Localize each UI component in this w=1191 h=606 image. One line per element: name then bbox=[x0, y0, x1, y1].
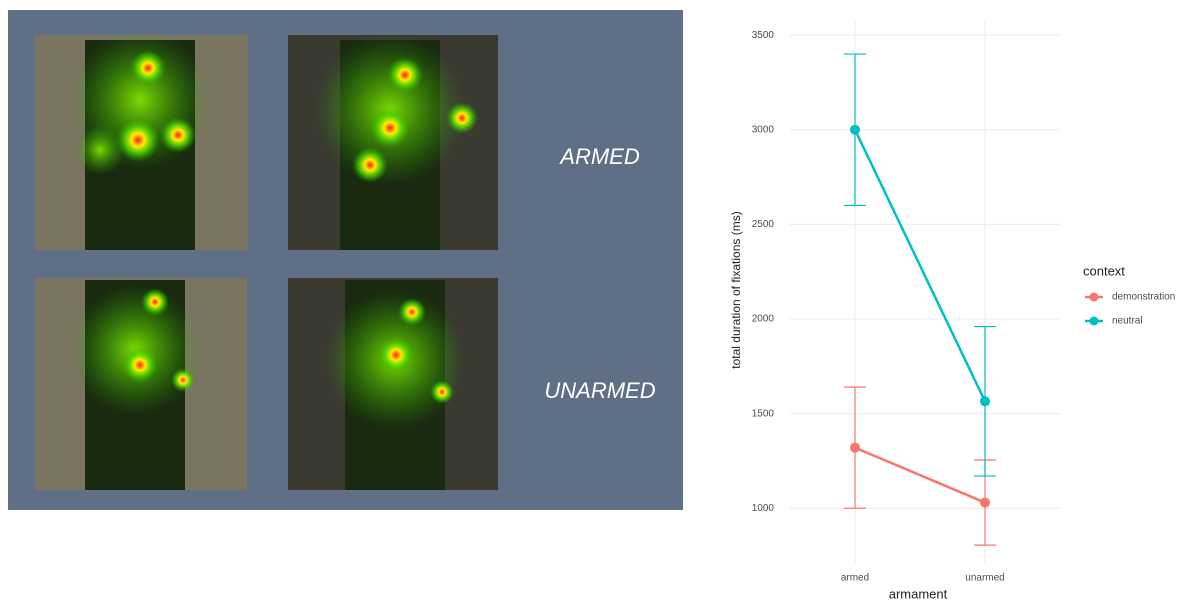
y-tick-label: 2000 bbox=[752, 314, 775, 325]
legend-label: neutral bbox=[1112, 316, 1143, 327]
heatmap-image bbox=[35, 278, 247, 490]
page: ARMED UNARMED total duration of fixation… bbox=[0, 0, 1191, 601]
y-tick-label: 1500 bbox=[752, 408, 775, 419]
y-tick-label: 2500 bbox=[752, 219, 775, 230]
data-point bbox=[850, 125, 860, 135]
x-tick-label: unarmed bbox=[965, 573, 1004, 584]
legend-label: demonstration bbox=[1112, 292, 1175, 303]
data-point bbox=[850, 443, 860, 453]
y-tick-label: 3000 bbox=[752, 124, 775, 135]
y-axis-label: total duration of fixations (ms) bbox=[729, 211, 743, 368]
y-tick-label: 1000 bbox=[752, 503, 775, 514]
series-line bbox=[855, 130, 985, 402]
y-tick-label: 3500 bbox=[752, 30, 775, 41]
heatmap-image bbox=[288, 35, 498, 250]
heatmap-image bbox=[288, 278, 498, 490]
legend-title: context bbox=[1083, 263, 1125, 278]
panel-label: UNARMED bbox=[544, 378, 655, 403]
x-axis-label: armament bbox=[889, 586, 948, 601]
legend-key bbox=[1090, 293, 1099, 302]
legend-key bbox=[1090, 317, 1099, 326]
heatmap-image bbox=[35, 30, 248, 250]
panel-label: ARMED bbox=[558, 144, 640, 169]
series-line bbox=[855, 448, 985, 503]
data-point bbox=[980, 498, 990, 508]
data-point bbox=[980, 396, 990, 406]
x-tick-label: armed bbox=[841, 573, 869, 584]
